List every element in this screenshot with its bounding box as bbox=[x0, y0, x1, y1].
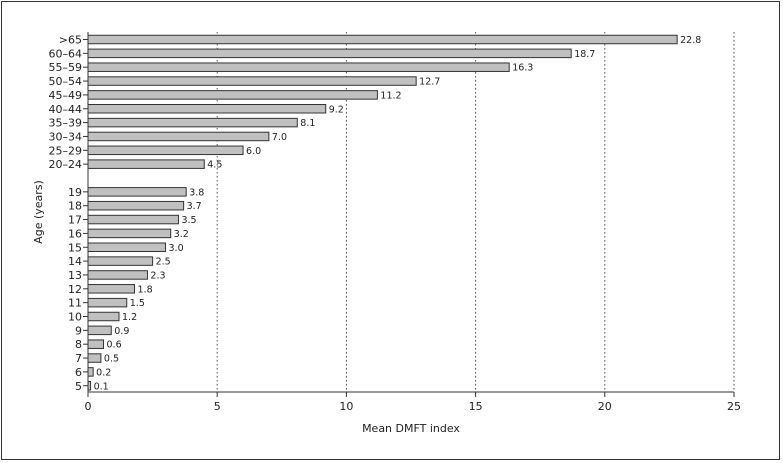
bar bbox=[87, 145, 244, 156]
grid-lines bbox=[216, 32, 735, 392]
value-label: 16.3 bbox=[512, 63, 533, 74]
category-label: 55–59 bbox=[49, 61, 83, 74]
category-label: 6 bbox=[75, 366, 82, 379]
category-label: 25–29 bbox=[49, 144, 83, 157]
value-label: 18.7 bbox=[574, 49, 595, 60]
value-label: 12.7 bbox=[419, 77, 440, 88]
bar bbox=[87, 117, 298, 128]
value-label: 3.5 bbox=[181, 215, 196, 226]
category-label: 45–49 bbox=[49, 89, 83, 102]
category-label: 35–39 bbox=[49, 117, 83, 130]
category-label: >65 bbox=[59, 34, 82, 47]
bar bbox=[87, 228, 172, 239]
labels: >65 22.8 60–64 18.7 55–59 16.3 50–54 12.7 45–49 1… bbox=[49, 34, 702, 393]
category-label: 8 bbox=[75, 338, 82, 351]
x-tick-label: 15 bbox=[469, 400, 483, 413]
bar bbox=[87, 242, 167, 252]
value-label: 0.9 bbox=[114, 326, 129, 337]
category-label: 5 bbox=[75, 380, 82, 393]
category-label: 15 bbox=[68, 241, 82, 254]
bar bbox=[87, 214, 179, 225]
category-label: 19 bbox=[68, 186, 82, 199]
bar bbox=[87, 90, 378, 100]
x-tick-label: 20 bbox=[598, 400, 612, 413]
bar bbox=[87, 131, 270, 142]
bar bbox=[87, 339, 105, 349]
category-label: 12 bbox=[68, 283, 82, 296]
value-label: 1.2 bbox=[122, 312, 137, 323]
bar bbox=[87, 187, 187, 197]
category-label: 13 bbox=[68, 269, 82, 282]
category-label: 18 bbox=[68, 200, 82, 213]
x-axis-title: Mean DMFT index bbox=[362, 422, 460, 435]
bar bbox=[87, 104, 327, 114]
x-ticks: 0 5 10 15 20 25 bbox=[83, 39, 741, 413]
bar bbox=[87, 325, 112, 336]
category-label: 30–34 bbox=[49, 130, 83, 143]
category-label: 17 bbox=[68, 214, 82, 227]
bars bbox=[87, 34, 678, 391]
value-label: 0.2 bbox=[96, 367, 111, 378]
bar bbox=[87, 256, 154, 266]
value-label: 1.5 bbox=[130, 298, 145, 309]
value-label: 11.2 bbox=[380, 90, 401, 101]
value-label: 9.2 bbox=[329, 104, 344, 115]
value-label: 4.5 bbox=[207, 160, 222, 171]
value-label: 6.0 bbox=[246, 146, 261, 157]
value-label: 1.8 bbox=[138, 284, 153, 295]
value-label: 3.2 bbox=[174, 229, 189, 240]
value-label: 7.0 bbox=[272, 132, 287, 143]
value-label: 0.1 bbox=[94, 381, 109, 392]
value-label: 22.8 bbox=[680, 35, 701, 46]
x-tick-label: 0 bbox=[85, 400, 92, 413]
value-label: 2.3 bbox=[150, 270, 165, 281]
value-label: 2.5 bbox=[156, 257, 171, 268]
value-label: 0.6 bbox=[107, 340, 122, 351]
bar bbox=[87, 270, 148, 280]
bar bbox=[87, 159, 205, 169]
category-label: 11 bbox=[68, 297, 82, 310]
category-label: 16 bbox=[68, 227, 82, 240]
x-tick-label: 10 bbox=[339, 400, 353, 413]
value-label: 0.5 bbox=[104, 354, 119, 365]
bar bbox=[87, 62, 510, 72]
category-label: 14 bbox=[68, 255, 82, 268]
category-label: 40–44 bbox=[49, 103, 83, 116]
category-label: 9 bbox=[75, 324, 82, 337]
value-label: 3.8 bbox=[189, 187, 204, 198]
bar bbox=[87, 48, 572, 59]
bar bbox=[87, 284, 136, 294]
category-label: 7 bbox=[75, 352, 82, 365]
value-label: 3.0 bbox=[169, 243, 184, 254]
bar bbox=[87, 367, 94, 377]
bar bbox=[87, 34, 678, 45]
category-label: 10 bbox=[68, 311, 82, 324]
bar bbox=[87, 76, 417, 86]
value-label: 8.1 bbox=[300, 118, 315, 129]
x-tick-label: 5 bbox=[214, 400, 221, 413]
category-label: 20–24 bbox=[49, 158, 83, 171]
bar bbox=[87, 297, 128, 308]
category-label: 50–54 bbox=[49, 75, 83, 88]
category-label: 60–64 bbox=[49, 47, 83, 60]
bar bbox=[87, 311, 120, 322]
axes bbox=[87, 32, 734, 393]
bar bbox=[87, 353, 102, 363]
value-label: 3.7 bbox=[187, 201, 202, 212]
y-axis-title: Age (years) bbox=[32, 180, 45, 244]
x-tick-label: 25 bbox=[727, 400, 741, 413]
bar bbox=[87, 200, 185, 211]
